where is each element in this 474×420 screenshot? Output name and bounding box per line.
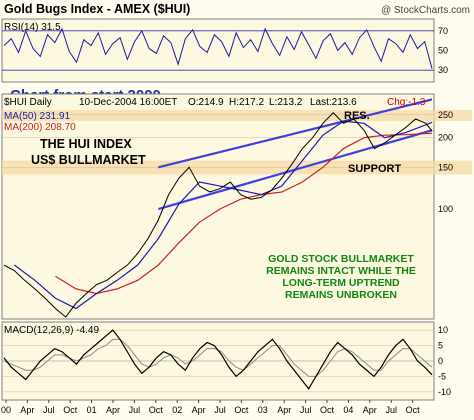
ma200-legend: MA(200) 208.70 [4,122,76,133]
series-ma-200- [55,132,433,295]
trendline-0 [158,98,433,169]
x-tick-label: Jul [300,405,312,415]
green-annotation: GOLD STOCK BULLMARKET REMAINS INTACT WHI… [266,253,416,301]
x-tick-label: Jul [43,405,55,415]
x-tick-label: Apr [20,405,34,415]
price-tick-label: 250 [438,110,453,120]
price-panel [1,93,435,320]
symbol-label: $HUI Daily [4,97,52,108]
x-tick-label: Oct [63,405,78,415]
ma50-legend: MA(50) 231.91 [4,111,71,122]
rsi-panel [1,18,435,83]
macd-tick-label: 0 [438,356,443,366]
high-label: H:217.2 [229,97,264,108]
chart-title: Gold Bugs Index - AMEX ($HUI) [4,2,190,16]
x-tick-label: Jul [214,405,226,415]
open-label: O:214.9 [188,97,224,108]
macd-label: MACD(12,26,9) -4.49 [4,325,99,336]
price-tick-label: 150 [438,162,453,172]
x-tick-label: Apr [192,405,206,415]
rsi-layer: 30 50 70 [2,26,448,75]
price-tick-label: 200 [438,133,453,143]
macd-macd [3,329,433,390]
rsi-tick-label: 50 [438,46,448,56]
x-tick-label: Jul [385,405,397,415]
date-label: 10-Dec-2004 16:00ET [79,97,177,108]
resistance-label: RES. [344,110,370,122]
x-tick-label: Oct [320,405,335,415]
x-axis: 00 Apr Jul Oct 01 Apr Jul Oct 02 Apr Jul Oct 03 Apr Ju… [1,400,420,415]
macd-tick-label: 10 [438,325,448,335]
annotation-bullmarket: US$ BULLMARKET [31,153,146,167]
macd-layer: 10 5 0 -5 -10 [2,325,451,397]
x-tick-label: 01 [87,405,97,415]
price-tick-label: 100 [438,204,453,214]
support-label: SUPPORT [348,163,401,175]
band-0 [2,109,472,122]
x-tick-label: Apr [106,405,120,415]
annotation-hui-index: THE HUI INDEX [40,137,132,151]
x-tick-label: Oct [234,405,249,415]
x-tick-label: Apr [363,405,377,415]
annotation-unbroken: REMAINS UNBROKEN [285,289,397,301]
annotation-long-term: LONG-TERM UPTREND [282,277,400,289]
change-label: Chg:-1.3 [387,97,426,108]
x-tick-label: Oct [149,405,164,415]
series-hui [3,111,433,318]
stockcharts-watermark: @ StockCharts.com [381,5,470,16]
price-layer: 150 200 250 100 [2,98,472,318]
annotation-remains-intact: REMAINS INTACT WHILE THE [266,265,416,277]
rsi-line [3,27,433,69]
x-tick-label: 02 [172,405,182,415]
rsi-tick-label: 30 [438,65,448,75]
x-tick-label: Apr [277,405,291,415]
last-label: Last:213.6 [310,97,357,108]
rsi-label: RSI(14) 31.5 [4,22,61,33]
macd-tick-label: -5 [438,371,446,381]
x-tick-label: 03 [258,405,268,415]
x-tick-label: Oct [406,405,421,415]
macd-tick-label: -10 [438,387,451,397]
annotation-gold-stock: GOLD STOCK BULLMARKET [268,253,414,265]
x-tick-label: Jul [129,405,141,415]
macd-tick-label: 5 [438,341,443,351]
low-label: L:213.2 [269,97,303,108]
x-tick-label: 04 [343,405,353,415]
rsi-tick-label: 70 [438,26,448,36]
x-tick-label: 00 [1,405,11,415]
